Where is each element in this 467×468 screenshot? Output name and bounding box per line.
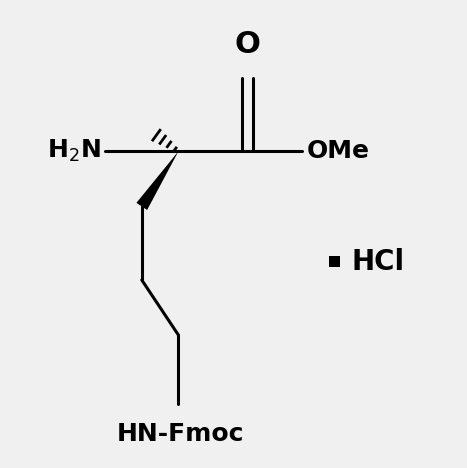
Text: O: O: [234, 30, 260, 59]
Polygon shape: [136, 151, 178, 210]
Bar: [329, 256, 340, 267]
Text: HN-Fmoc: HN-Fmoc: [117, 423, 245, 446]
Text: OMe: OMe: [307, 139, 370, 163]
Text: H$_2$N: H$_2$N: [47, 138, 100, 164]
Text: HCl: HCl: [352, 248, 405, 276]
